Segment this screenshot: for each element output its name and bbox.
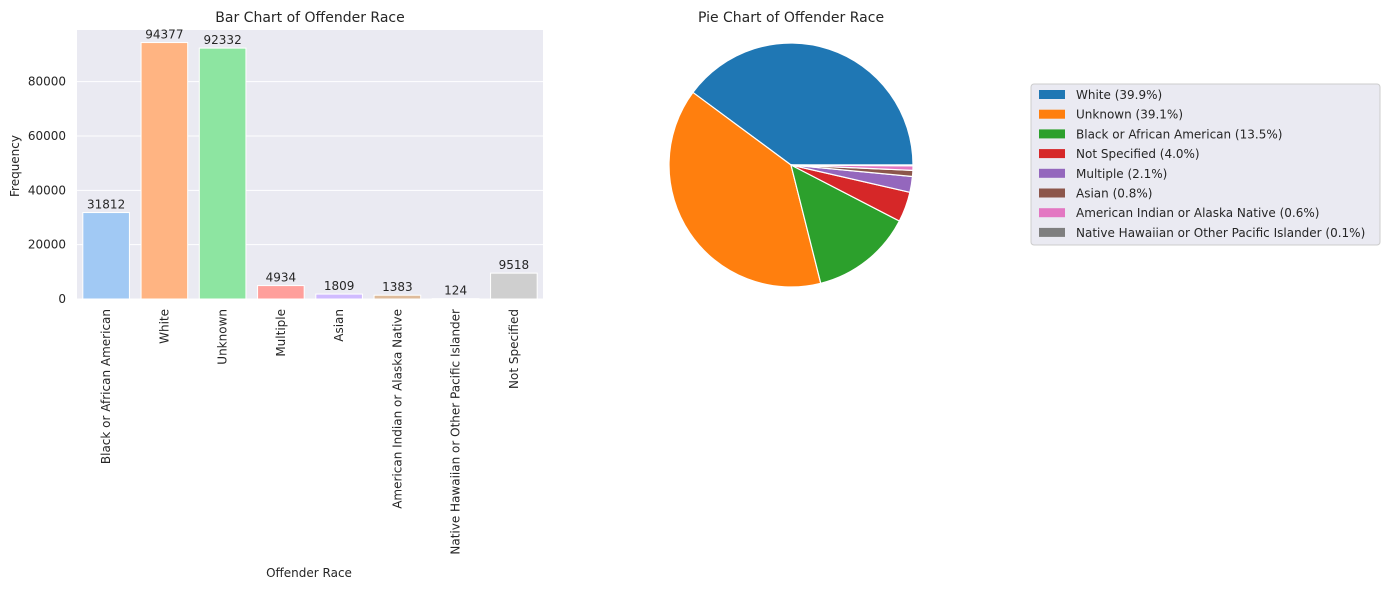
legend-label: Black or African American (13.5%) — [1076, 127, 1282, 141]
bar-y-tick-label: 60000 — [28, 129, 66, 143]
bar-y-ticks: 0 20000 40000 60000 80000 — [28, 75, 66, 306]
bar-y-axis-label: Frequency — [8, 135, 22, 197]
bar-data-label: 31812 — [87, 198, 125, 212]
bar-series — [82, 42, 538, 300]
bar-data-label: 9518 — [499, 258, 530, 272]
bar-x-ticks: Black or African American White Unknown Mul… — [99, 309, 521, 555]
pie-slice — [692, 42, 914, 166]
bar-x-tick-label: Asian — [332, 309, 346, 342]
legend-label: Not Specified (4.0%) — [1076, 147, 1200, 161]
pie-chart: Pie Chart of Offender Race — [668, 10, 914, 288]
bar-data-label: 1809 — [324, 279, 355, 293]
bar-data-label: 94377 — [145, 28, 183, 42]
pie-chart-title: Pie Chart of Offender Race — [698, 10, 884, 26]
bar — [82, 212, 130, 300]
bar-data-labels: 31812 94377 92332 4934 1809 1383 124 9518 — [87, 28, 529, 298]
legend-label: White (39.9%) — [1076, 88, 1162, 102]
pie-legend: White (39.9%) Unknown (39.1%) Black or Afr… — [1030, 83, 1381, 246]
legend-swatch — [1039, 188, 1065, 198]
bar-x-tick-label: Unknown — [216, 309, 230, 365]
bar — [140, 42, 189, 300]
pie-slice — [790, 164, 914, 167]
bar — [315, 293, 363, 300]
bar-x-tick-label: Multiple — [274, 309, 288, 357]
pie-slice — [790, 164, 900, 284]
bar-data-label: 4934 — [266, 271, 297, 285]
bar-y-tick-label: 20000 — [28, 238, 66, 252]
bar-x-tick-label: Black or African American — [99, 309, 113, 464]
legend-label: Asian (0.8%) — [1076, 187, 1152, 201]
bar-x-tick-label: Native Hawaiian or Other Pacific Islande… — [449, 309, 463, 555]
bar — [257, 285, 305, 300]
bar-y-tick-label: 40000 — [28, 183, 66, 197]
legend-swatch — [1039, 168, 1065, 178]
legend-label: American Indian or Alaska Native (0.6%) — [1076, 206, 1319, 220]
bar-chart: 31812 94377 92332 4934 1809 1383 124 9518 0 2000… — [8, 10, 543, 580]
legend-label: Multiple (2.1%) — [1076, 167, 1167, 181]
bar-y-tick-label: 0 — [58, 292, 66, 306]
bar-x-axis-label: Offender Race — [266, 566, 352, 580]
legend-swatch — [1039, 208, 1065, 218]
legend-swatch — [1039, 90, 1065, 99]
legend-label: Unknown (39.1%) — [1076, 108, 1183, 122]
legend-swatch — [1039, 149, 1065, 159]
bar — [490, 272, 538, 300]
bar-y-tick-label: 80000 — [28, 75, 66, 89]
legend-label: Native Hawaiian or Other Pacific Islande… — [1076, 226, 1365, 240]
bar-x-tick-label: White — [157, 309, 171, 344]
legend-swatch — [1039, 227, 1065, 237]
pie-slice — [668, 91, 822, 288]
bar-x-tick-label: Not Specified — [507, 309, 521, 389]
bar-data-label: 124 — [444, 284, 467, 298]
bar-chart-title: Bar Chart of Offender Race — [215, 10, 404, 26]
legend-swatch — [1039, 129, 1065, 139]
bar-data-label: 92332 — [204, 33, 242, 47]
bar — [373, 294, 422, 300]
bar — [198, 47, 247, 300]
legend-swatch — [1039, 109, 1065, 119]
pie-slices — [668, 42, 914, 288]
bar-data-label: 1383 — [382, 280, 413, 294]
bar-x-tick-label: American Indian or Alaska Native — [390, 309, 404, 509]
legend-box — [1030, 83, 1381, 246]
